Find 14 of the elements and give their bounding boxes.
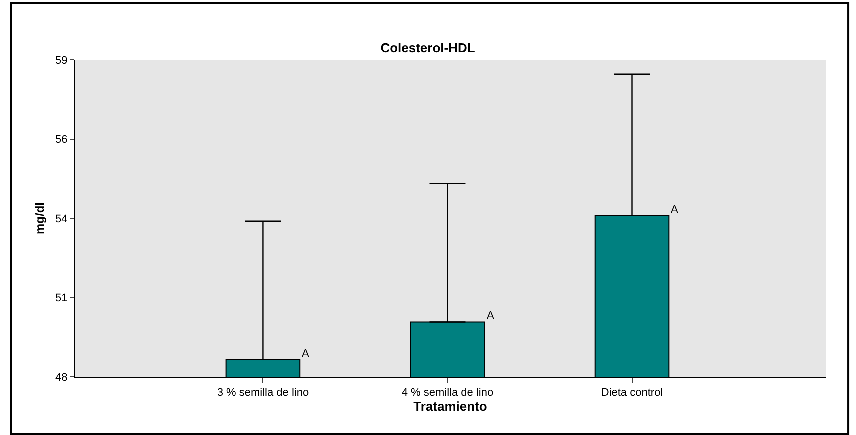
y-axis-title: mg/dl — [32, 202, 47, 234]
x-axis-title: Tratamiento — [414, 399, 488, 414]
x-tick-label: 4 % semilla de lino — [402, 387, 494, 400]
y-tick-label: 48 — [56, 372, 68, 384]
x-tick-label: Dieta control — [601, 387, 664, 400]
y-tick-label: 54 — [56, 213, 68, 226]
chart-title: Colesterol-HDL — [380, 40, 476, 56]
annotation: A — [671, 204, 679, 216]
x-tick-label: 3 % semilla de lino — [217, 387, 310, 400]
y-tick-label: 51 — [56, 292, 68, 305]
annotation: A — [302, 348, 310, 360]
annotation: A — [487, 310, 495, 322]
y-tick-label: 56 — [56, 134, 68, 146]
y-tick-label: 59 — [56, 54, 68, 67]
